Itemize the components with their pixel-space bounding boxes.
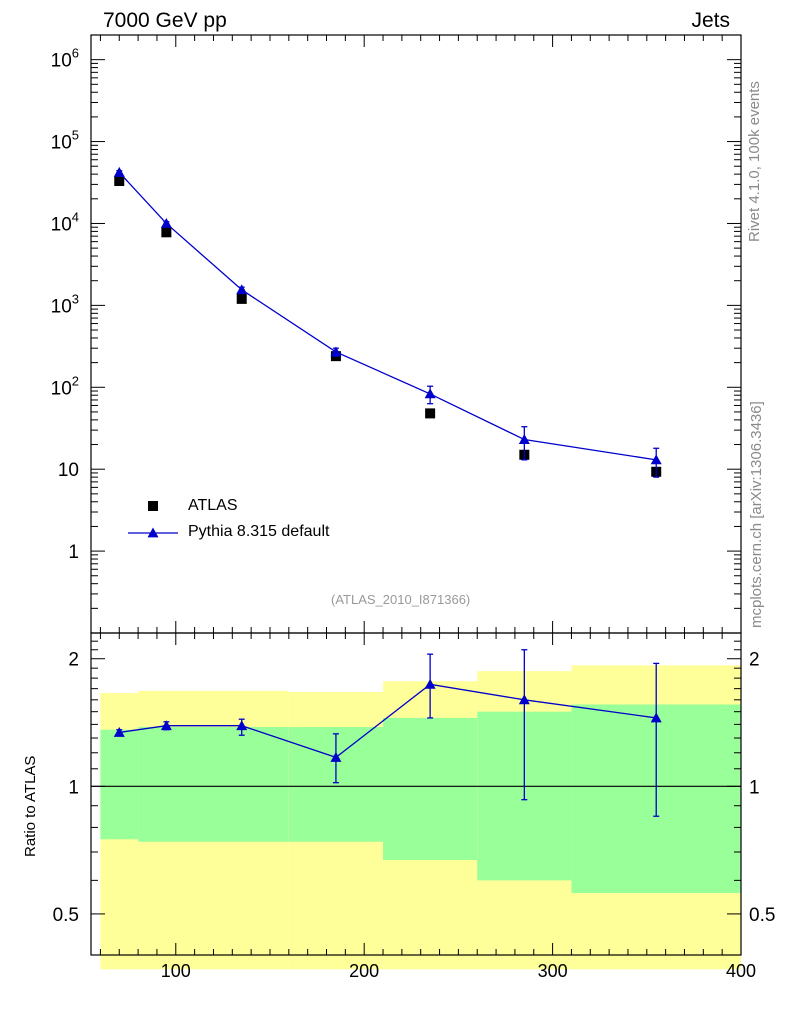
main-frame — [90, 34, 742, 634]
ratio-y-tick-label-left: 1 — [68, 777, 79, 798]
ratio-frame — [90, 632, 742, 956]
ratio-point — [113, 726, 125, 737]
rivet-version-label: Rivet 4.1.0, 100k events — [746, 81, 763, 242]
pythia-point — [518, 434, 530, 444]
y-tick-label: 106 — [51, 46, 79, 72]
y-tick-label: 104 — [51, 209, 79, 235]
y-tick-label: 10 — [58, 460, 79, 481]
legend-label-pythia: Pythia 8.315 default — [188, 523, 330, 540]
x-tick-label: 300 — [538, 961, 568, 981]
pythia-point — [424, 388, 436, 399]
pythia-point — [236, 284, 248, 295]
legend-pythia-marker — [147, 527, 159, 538]
pythia-point — [650, 454, 662, 465]
header-left: 7000 GeV pp — [103, 9, 227, 32]
x-tick-label: 200 — [349, 961, 379, 981]
atlas-point — [236, 293, 247, 304]
y-tick-label: 102 — [51, 373, 79, 399]
header-right: Jets — [691, 9, 730, 32]
legend-atlas-marker — [148, 501, 158, 511]
ratio-point — [424, 678, 436, 689]
ratio-y-tick-label-right: 0.5 — [749, 905, 775, 926]
ratio-y-tick-label-right: 2 — [749, 650, 760, 671]
y-tick-label: 1 — [68, 542, 79, 563]
pythia-line — [118, 171, 657, 461]
ratio-band-inner-0 — [100, 729, 139, 840]
mcplots-label: mcplots.cern.ch [arXiv:1306.3436] — [748, 401, 765, 628]
x-tick-label: 400 — [726, 961, 756, 981]
analysis-id: (ATLAS_2010_I871366) — [331, 592, 471, 607]
pythia-point — [160, 217, 172, 228]
ratio-point — [160, 720, 172, 731]
ratio-y-axis-label: Ratio to ATLAS — [22, 755, 39, 857]
pythia-point — [113, 166, 125, 177]
ratio-y-tick-label-right: 1 — [749, 777, 760, 798]
ratio-y-tick-label-left: 2 — [68, 650, 79, 671]
axis-ticks — [91, 34, 742, 956]
axis-tick-labels: 100 200 300 400 1 10 102 103 104 105 106 0.5 0.5 1 1 2 2 — [51, 46, 776, 981]
y-tick-label: 103 — [51, 291, 79, 317]
ratio-y-tick-label-left: 0.5 — [53, 905, 79, 926]
ratio-point — [236, 720, 248, 731]
atlas-point — [161, 227, 172, 238]
atlas-point — [114, 175, 125, 186]
ratio-panel-marks — [113, 649, 662, 817]
legend-symbols — [128, 501, 178, 538]
atlas-point — [425, 408, 436, 419]
main-panel-marks — [113, 166, 662, 478]
ratio-point — [330, 751, 342, 762]
ratio-uncertainty-bands — [100, 665, 741, 970]
ratio-band-inner-1 — [138, 727, 289, 842]
pythia-point — [330, 346, 342, 357]
ratio-point — [518, 694, 530, 705]
legend-label-atlas: ATLAS — [188, 497, 238, 514]
ratio-band-inner-3 — [383, 717, 478, 861]
plot-frames — [90, 34, 742, 956]
ratio-point — [650, 712, 662, 723]
y-tick-label: 105 — [51, 128, 79, 154]
x-tick-label: 100 — [161, 961, 191, 981]
